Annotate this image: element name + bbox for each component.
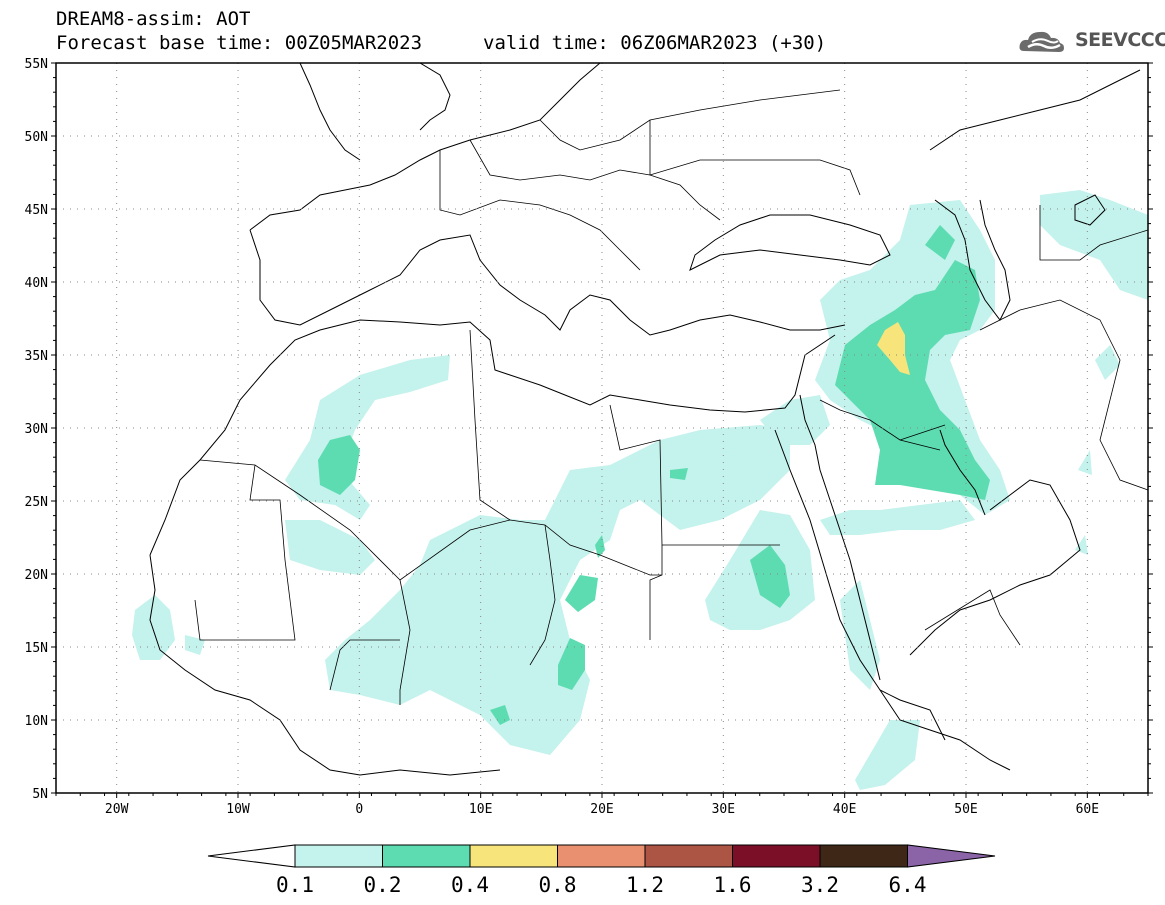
lon-label: 50E xyxy=(954,802,977,817)
colorbar-level-label: 0.8 xyxy=(539,873,577,897)
axis-ticks xyxy=(51,62,1153,798)
lon-labels: 20W 10W 0 10E 20E 30E 40E 50E 60E xyxy=(105,802,1099,817)
aot-level-0.1 xyxy=(132,190,1148,790)
lon-label: 20E xyxy=(590,802,613,817)
colorbar-box xyxy=(557,844,646,868)
colorbar-box xyxy=(469,844,558,868)
lat-label: 55N xyxy=(25,57,48,72)
logo-text: SEEVCCC xyxy=(1075,29,1165,51)
colorbar-box xyxy=(382,844,471,868)
colorbar-level-label: 1.6 xyxy=(714,873,752,897)
lat-label: 35N xyxy=(25,349,48,364)
colorbar-level-label: 0.4 xyxy=(451,873,489,897)
lat-label: 5N xyxy=(32,787,48,802)
colorbar-box xyxy=(644,844,733,868)
lat-label: 15N xyxy=(25,641,48,656)
colorbar-level-label: 0.1 xyxy=(276,873,314,897)
colorbar-under-arrow xyxy=(207,844,296,868)
lat-labels: 5N 10N 15N 20N 25N 30N 35N 40N 45N 50N 55N xyxy=(25,57,48,802)
lat-label: 30N xyxy=(25,422,48,437)
lat-label: 45N xyxy=(25,203,48,218)
colorbar-level-label: 1.2 xyxy=(626,873,664,897)
lon-label: 30E xyxy=(712,802,735,817)
colorbar-level-label: 6.4 xyxy=(889,873,927,897)
lat-label: 50N xyxy=(25,130,48,145)
forecast-base-time: Forecast base time: 00Z05MAR2023 xyxy=(56,32,423,54)
colorbar-level-label: 3.2 xyxy=(801,873,839,897)
cloud-icon xyxy=(1019,31,1064,52)
lat-label: 25N xyxy=(25,495,48,510)
colorbar-over-arrow xyxy=(907,844,996,868)
lon-label: 60E xyxy=(1076,802,1099,817)
lon-label: 10W xyxy=(226,802,250,817)
colorbar xyxy=(207,844,996,868)
colorbar-level-label: 0.2 xyxy=(364,873,402,897)
lon-label: 20W xyxy=(105,802,129,817)
valid-time: valid time: 06Z06MAR2023 (+30) xyxy=(483,32,827,54)
colorbar-box xyxy=(732,844,821,868)
coastlines xyxy=(149,63,1141,776)
lat-label: 20N xyxy=(25,568,48,583)
lat-label: 40N xyxy=(25,276,48,291)
aot-field xyxy=(132,190,1148,790)
borders xyxy=(194,89,1148,705)
map-title: DREAM8-assim: AOT xyxy=(56,8,251,30)
lon-label: 40E xyxy=(833,802,856,817)
colorbar-box xyxy=(294,844,383,868)
colorbar-box xyxy=(819,844,908,868)
colorbar-labels: 0.1 0.2 0.4 0.8 1.2 1.6 3.2 6.4 xyxy=(276,873,926,897)
aot-level-0.2 xyxy=(318,225,990,725)
lon-label: 10E xyxy=(469,802,492,817)
lat-label: 10N xyxy=(25,714,48,729)
lon-label: 0 xyxy=(355,802,363,817)
aot-level-0.4 xyxy=(877,322,910,375)
gridlines xyxy=(56,63,1148,793)
